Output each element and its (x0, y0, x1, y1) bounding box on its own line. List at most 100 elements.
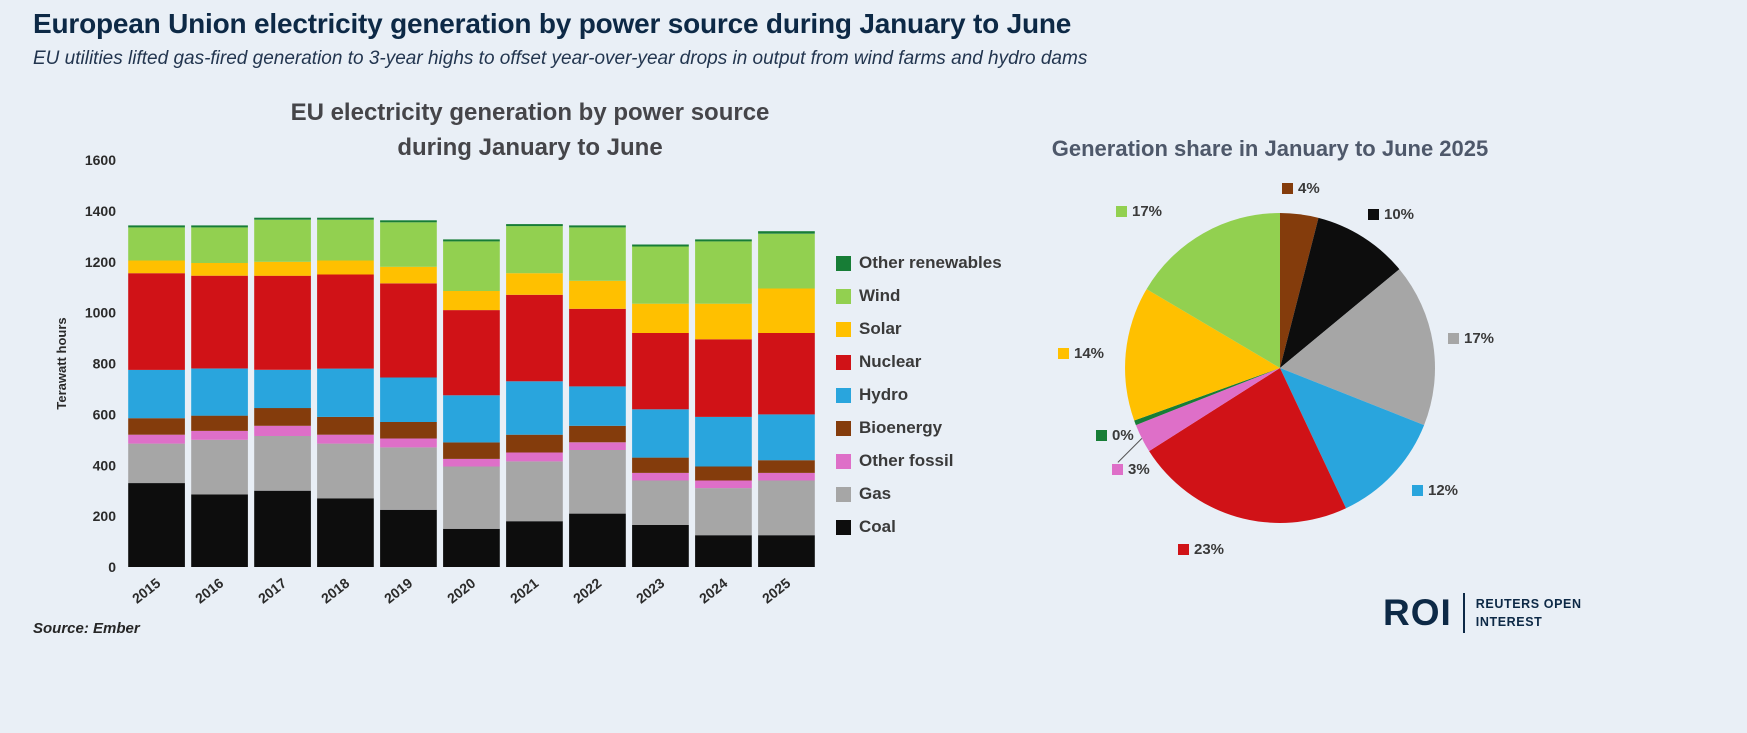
pie-label-value: 3% (1128, 461, 1150, 478)
bar-segment-nuclear (758, 333, 815, 415)
bar-segment-nuclear (128, 273, 185, 370)
legend-item-solar: Solar (836, 318, 1002, 340)
bar-segment-other-renewables (317, 217, 374, 220)
legend-item-other-renewables: Other renewables (836, 252, 1002, 274)
bar-segment-other-fossil (443, 458, 500, 467)
legend-swatch-wind (836, 288, 851, 304)
legend-swatch-solar (836, 321, 851, 337)
bar-segment-other-fossil (632, 472, 689, 481)
legend-item-wind: Wind (836, 285, 1002, 307)
bar-segment-solar (254, 261, 311, 276)
bar-segment-solar (191, 263, 248, 276)
pie-label-value: 17% (1132, 203, 1163, 220)
bar-segment-other-fossil (758, 472, 815, 481)
legend-swatch-other-fossil (836, 453, 851, 469)
pie-slice-wind (1146, 213, 1280, 368)
bar-segment-other-renewables (758, 231, 815, 234)
bar-segment-solar (506, 273, 563, 295)
legend-item-nuclear: Nuclear (836, 351, 1002, 373)
pie-label-other-renewables: 0% (1096, 427, 1134, 444)
pie-label-value: 12% (1428, 482, 1459, 499)
roi-logo-abbr: ROI (1383, 592, 1452, 633)
legend-label: Gas (859, 484, 892, 503)
pie-slice-solar (1125, 289, 1280, 421)
pie-chart-title: Generation share in January to June 2025 (1051, 136, 1489, 161)
y-axis-tick: 1200 (85, 254, 116, 270)
bar-segment-gas (191, 439, 248, 495)
bar-segment-hydro (317, 368, 374, 417)
bar-segment-bioenergy (632, 457, 689, 473)
bar-segment-nuclear (695, 339, 752, 417)
pie-label-solar: 14% (1058, 345, 1104, 362)
bar-segment-other-renewables (569, 225, 626, 228)
pie-label-hydro: 12% (1412, 482, 1458, 499)
bar-segment-gas (506, 461, 563, 522)
bar-segment-bioenergy (380, 422, 437, 439)
pie-label-swatch-coal (1368, 209, 1379, 220)
legend-item-bioenergy: Bioenergy (836, 417, 1002, 439)
x-axis-tick: 2025 (759, 575, 794, 607)
x-axis-tick: 2015 (129, 575, 164, 607)
bar-segment-nuclear (380, 283, 437, 378)
bar-segment-wind (632, 246, 689, 304)
bar-segment-nuclear (632, 333, 689, 410)
roi-logo-line1: REUTERS OPEN (1475, 596, 1582, 611)
bar-segment-other-fossil (695, 480, 752, 489)
bar-segment-wind (317, 219, 374, 261)
bar-segment-gas (569, 450, 626, 514)
bar-chart-legend: Other renewables Wind Solar Nuclear Hydro Bio… (836, 252, 1002, 549)
bar-segment-gas (128, 443, 185, 483)
page-title: European Union electricity generation by… (33, 8, 1072, 39)
pie-label-value: 17% (1464, 330, 1495, 347)
roi-logo-wordmark: REUTERS OPEN INTEREST (1476, 595, 1582, 631)
bar-segment-solar (380, 266, 437, 284)
pie-label-swatch-wind (1116, 206, 1127, 217)
bar-segment-coal (317, 498, 374, 567)
bar-segment-coal (128, 483, 185, 567)
bar-segment-other-renewables (128, 225, 185, 228)
bar-segment-other-fossil (128, 434, 185, 444)
legend-label: Nuclear (859, 352, 922, 371)
page-subtitle: EU utilities lifted gas-fired generation… (33, 48, 1088, 69)
bar-segment-solar (632, 303, 689, 333)
legend-swatch-bioenergy (836, 420, 851, 436)
bar-segment-coal (695, 535, 752, 567)
bar-segment-gas (317, 443, 374, 499)
y-axis-tick: 600 (93, 406, 117, 422)
generation-share-pie-chart (1117, 213, 1435, 523)
roi-logo-divider (1462, 593, 1465, 633)
pie-label-swatch-gas (1448, 333, 1459, 344)
pie-label-swatch-other-fossil (1112, 464, 1123, 475)
bar-segment-hydro (443, 395, 500, 443)
y-axis-tick: 200 (93, 508, 117, 524)
pie-slice-hydro (1280, 368, 1425, 509)
bar-segment-coal (443, 528, 500, 567)
bar-chart-title: EU electricity generation by power sourc… (140, 96, 920, 166)
bar-segment-hydro (695, 416, 752, 467)
bar-segment-solar (695, 303, 752, 340)
legend-swatch-coal (836, 519, 851, 535)
legend-item-hydro: Hydro (836, 384, 1002, 406)
bar-segment-bioenergy (191, 415, 248, 431)
legend-label: Other renewables (859, 253, 1002, 272)
legend-label: Hydro (859, 385, 909, 404)
x-axis-tick: 2019 (381, 575, 416, 607)
bar-segment-wind (254, 219, 311, 262)
pie-slice-coal (1280, 217, 1400, 368)
x-axis-tick: 2023 (633, 575, 668, 607)
pie-label-value: 14% (1074, 345, 1105, 362)
x-axis-tick: 2020 (444, 575, 479, 607)
bar-segment-bioenergy (758, 460, 815, 473)
bar-segment-coal (191, 494, 248, 567)
bar-segment-hydro (254, 369, 311, 409)
legend-label: Bioenergy (859, 418, 943, 437)
pie-slice-bioenergy (1280, 213, 1319, 368)
pie-chart-section: Generation share in January to June 2025… (1020, 128, 1540, 618)
legend-swatch-other-renewables (836, 255, 851, 271)
bar-segment-other-fossil (191, 430, 248, 440)
bar-segment-gas (380, 447, 437, 510)
legend-label: Other fossil (859, 451, 954, 470)
bar-segment-solar (569, 280, 626, 309)
bar-segment-hydro (191, 368, 248, 416)
bar-segment-other-fossil (317, 434, 374, 444)
